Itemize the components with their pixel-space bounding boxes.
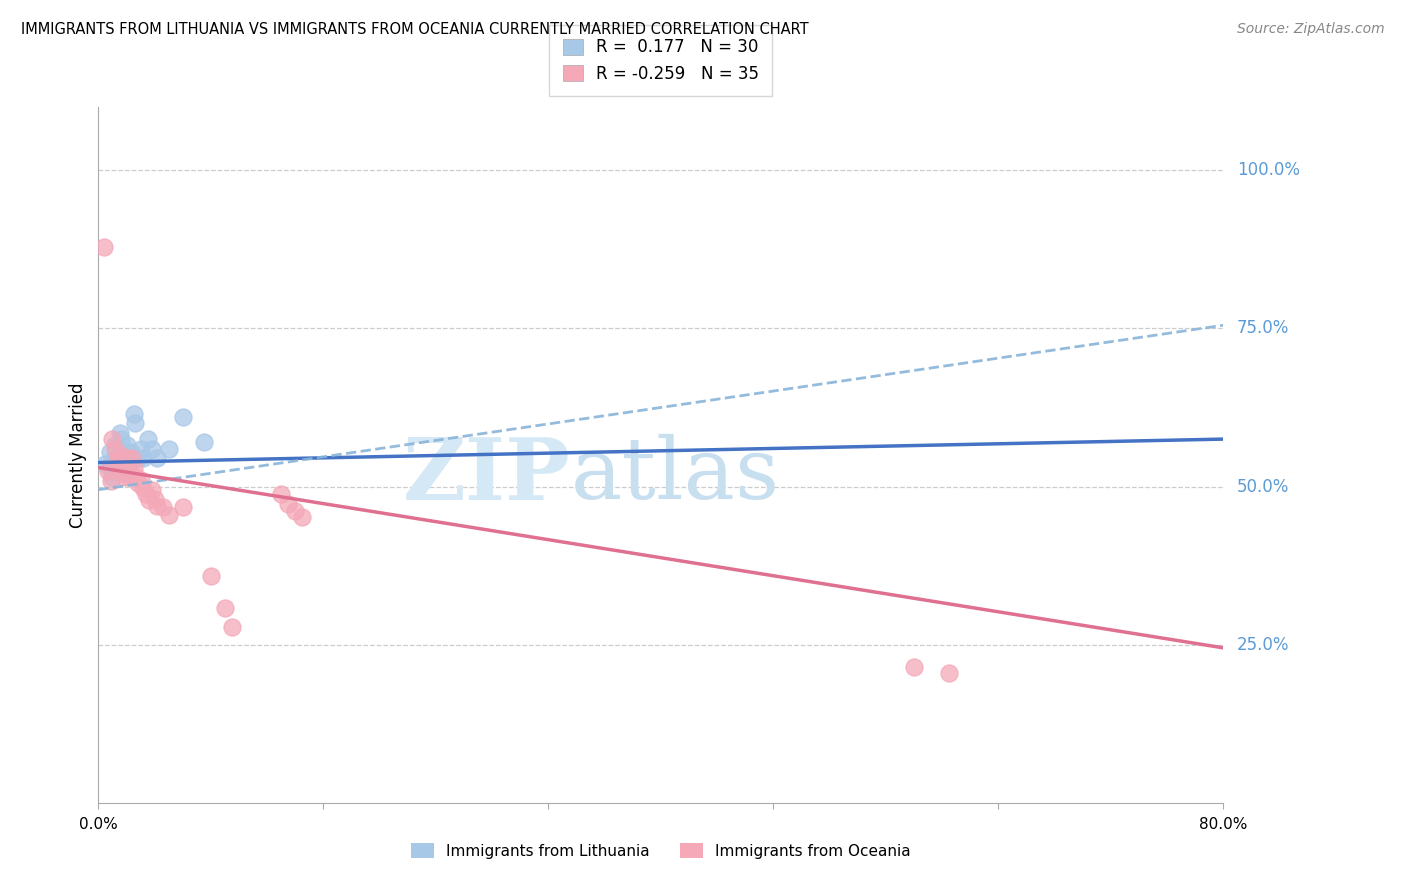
Text: atlas: atlas [571, 434, 780, 517]
Y-axis label: Currently Married: Currently Married [69, 382, 87, 528]
Point [200, 569, 222, 583]
Point [172, 409, 194, 424]
Point [125, 470, 148, 484]
Text: IMMIGRANTS FROM LITHUANIA VS IMMIGRANTS FROM OCEANIA CURRENTLY MARRIED CORRELATI: IMMIGRANTS FROM LITHUANIA VS IMMIGRANTS … [21, 22, 808, 37]
Point [129, 442, 152, 456]
Point [141, 442, 163, 456]
Point [121, 451, 143, 466]
Point [107, 448, 129, 462]
Point [121, 454, 143, 468]
Point [135, 487, 157, 501]
Point [110, 460, 132, 475]
Point [93, 240, 115, 254]
Point [97, 464, 120, 478]
Point [284, 503, 307, 517]
Point [105, 454, 128, 468]
Text: 75.0%: 75.0% [1237, 319, 1289, 337]
Point [270, 487, 292, 501]
Point [101, 458, 124, 472]
Point [136, 432, 159, 446]
Point [157, 442, 180, 456]
Point [104, 442, 127, 456]
Point [118, 470, 141, 484]
Point [103, 451, 125, 466]
Point [152, 500, 174, 514]
Legend: Immigrants from Lithuania, Immigrants from Oceania: Immigrants from Lithuania, Immigrants fr… [405, 837, 917, 864]
Point [118, 451, 141, 466]
Point [110, 432, 132, 446]
Text: ZIP: ZIP [404, 434, 571, 517]
Point [120, 444, 142, 458]
Point [114, 467, 136, 481]
Point [193, 435, 215, 450]
Point [108, 425, 131, 440]
Point [903, 660, 925, 674]
Text: 25.0%: 25.0% [1237, 636, 1289, 654]
Point [112, 470, 135, 484]
Point [141, 483, 163, 497]
Point [146, 499, 169, 513]
Point [143, 492, 166, 507]
Point [112, 458, 135, 472]
Point [938, 666, 960, 681]
Point [94, 458, 117, 472]
Text: Source: ZipAtlas.com: Source: ZipAtlas.com [1237, 22, 1385, 37]
Point [104, 438, 127, 452]
Point [277, 497, 299, 511]
Point [101, 432, 124, 446]
Point [98, 444, 121, 458]
Point [157, 508, 180, 522]
Point [172, 500, 194, 514]
Text: 100.0%: 100.0% [1237, 161, 1301, 179]
Point [105, 454, 128, 468]
Point [115, 438, 138, 452]
Point [122, 460, 145, 475]
Point [115, 451, 138, 466]
Point [138, 493, 160, 508]
Point [291, 509, 314, 524]
Point [132, 481, 155, 495]
Point [111, 448, 134, 462]
Point [122, 407, 145, 421]
Point [108, 448, 131, 462]
Point [221, 620, 243, 634]
Point [129, 473, 152, 487]
Point [100, 464, 122, 478]
Point [127, 476, 149, 491]
Point [146, 451, 169, 466]
Point [117, 444, 139, 458]
Point [214, 601, 236, 615]
Point [117, 460, 139, 475]
Point [100, 475, 122, 489]
Point [132, 451, 155, 466]
Point [127, 451, 149, 466]
Text: 50.0%: 50.0% [1237, 477, 1289, 496]
Point [124, 417, 146, 431]
Point [101, 470, 124, 484]
